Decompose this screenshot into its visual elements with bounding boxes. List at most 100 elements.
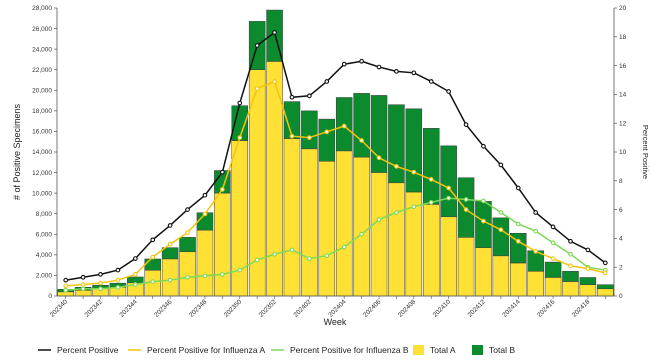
percent-positive-for-influenza-b-point: [481, 198, 486, 204]
x-tick-label: 202408: [397, 298, 418, 319]
total-a-bar: [597, 288, 614, 297]
legend: Percent Positive Percent Positive for In…: [38, 345, 515, 355]
y2-tick-label: 8: [619, 178, 623, 185]
percent-positive-for-influenza-a-point: [498, 227, 504, 233]
legend-label-percent-a: Percent Positive for Influenza A: [147, 345, 265, 355]
percent-positive-for-influenza-a-point: [115, 277, 121, 283]
y2-tick-label: 2: [619, 264, 623, 271]
total-a-bar: [231, 140, 249, 297]
percent-positive-for-influenza-b-point: [359, 231, 364, 237]
x-tick-label: 202404: [327, 298, 348, 319]
x-tick-label: 202352: [258, 298, 279, 319]
y2-tick-label: 10: [619, 149, 627, 156]
y-tick-label: 2,000: [36, 273, 53, 280]
total-b-bar: [127, 276, 144, 283]
total-a-bar: [510, 262, 527, 297]
total-b-bar: [405, 108, 423, 193]
percent-positive-for-influenza-a-point: [533, 249, 539, 254]
total-b-bar: [301, 110, 318, 150]
percent-positive-point: [289, 94, 295, 100]
y-tick-label: 6,000: [36, 231, 53, 238]
total-b-bar: [579, 277, 597, 285]
x-ticks: 202340 202342 202344 202346 202348 202350 2023…: [49, 296, 606, 319]
total-b-bar: [562, 271, 579, 282]
percent-positive-for-influenza-b-point: [428, 200, 434, 205]
legend-label-total-b: Total B: [489, 345, 515, 355]
percent-positive-line: [65, 31, 606, 281]
y2-axis-title: Percent Positive: [641, 125, 650, 179]
percent-positive-for-influenza-a-point: [272, 79, 277, 84]
percent-positive-for-influenza-b-point: [289, 247, 295, 253]
y-ticks-right: 0 2 4 6 8 10 12 14 16 18 20: [614, 5, 627, 300]
total-a-bar: [475, 247, 492, 297]
percent-positive-point: [359, 58, 364, 64]
total-a-bar: [214, 192, 231, 297]
total-b-bar: [492, 217, 510, 257]
total-a-bar: [457, 237, 475, 297]
legend-swatch-total-a: [413, 345, 424, 355]
percent-positive-for-influenza-a-point: [515, 238, 521, 244]
total-a-bar: [353, 156, 370, 297]
total-a-bar: [544, 277, 562, 297]
percent-positive-for-influenza-b-point: [307, 256, 312, 261]
percent-positive-for-influenza-a-point: [63, 283, 69, 289]
percent-positive-point: [411, 70, 417, 76]
legend-label-percent-b: Percent Positive for Influenza B: [290, 345, 409, 355]
percent-positive-for-influenza-b-point: [533, 228, 539, 234]
total-b-bar: [318, 118, 336, 162]
percent-positive-for-influenza-a-point: [481, 218, 486, 224]
percent-positive-for-influenza-a-point: [80, 282, 86, 287]
percent-positive-point: [220, 169, 225, 175]
percent-positive-for-influenza-a-point: [359, 138, 364, 143]
legend-label-total-a: Total A: [430, 345, 456, 355]
y2-tick-label: 12: [619, 120, 627, 127]
percent-positive-point: [463, 122, 469, 127]
percent-positive-point: [481, 143, 486, 149]
percent-positive-for-influenza-a-point: [394, 164, 399, 169]
percent-positive-for-influenza-a-point: [237, 135, 243, 140]
total-a-bar: [440, 216, 457, 297]
x-tick-label: 202342: [84, 298, 105, 319]
percent-positive-point: [98, 272, 103, 277]
percent-positive-for-influenza-b-point: [568, 251, 573, 257]
x-tick-label: 202350: [223, 298, 244, 319]
y-tick-label: 8,000: [36, 211, 53, 218]
percent-positive-for-influenza-a-point: [132, 272, 138, 277]
percent-positive-for-influenza-b-point: [220, 272, 225, 277]
total-b-bar: [422, 128, 440, 205]
percent-positive-for-influenza-b-point: [498, 210, 504, 215]
percent-positive-point: [237, 100, 243, 106]
total-b-bar: [597, 284, 614, 290]
percent-positive-for-influenza-b-point: [150, 279, 156, 284]
x-tick-label: 202412: [467, 298, 488, 319]
y-tick-label: 18,000: [32, 108, 52, 115]
percent-positive-for-influenza-a-point: [185, 230, 190, 235]
total-a-bar: [335, 150, 353, 297]
percent-positive-for-influenza-b-point: [341, 244, 347, 250]
x-tick-label: 202346: [153, 298, 174, 319]
percent-positive-point: [585, 247, 591, 253]
total-a-bar: [74, 290, 92, 297]
percent-positive-point: [272, 30, 277, 35]
total-a-bar: [301, 148, 318, 297]
percent-positive-point: [446, 89, 451, 94]
percent-positive-for-influenza-a-point: [167, 241, 173, 247]
total-b-bar: [161, 247, 179, 260]
percent-positive-point: [568, 238, 573, 244]
x-tick-label: 202416: [536, 298, 557, 319]
y-tick-label: 4,000: [36, 252, 53, 259]
x-tick-label: 202402: [293, 298, 314, 319]
percent-positive-for-influenza-a-point: [307, 135, 312, 140]
x-tick-label: 202348: [188, 298, 209, 319]
total-b-bar: [353, 93, 370, 158]
percent-positive-for-influenza-b-point: [254, 257, 260, 263]
percent-positive-for-influenza-a-point: [446, 185, 451, 191]
percent-positive-point: [376, 64, 382, 70]
percent-positive-point: [324, 79, 330, 84]
percent-positive-for-influenza-b-point: [376, 217, 382, 223]
percent-positive-for-influenza-a-point: [568, 263, 573, 269]
legend-swatch-total-b: [472, 345, 483, 355]
percent-positive-for-influenza-b-point: [463, 197, 469, 202]
